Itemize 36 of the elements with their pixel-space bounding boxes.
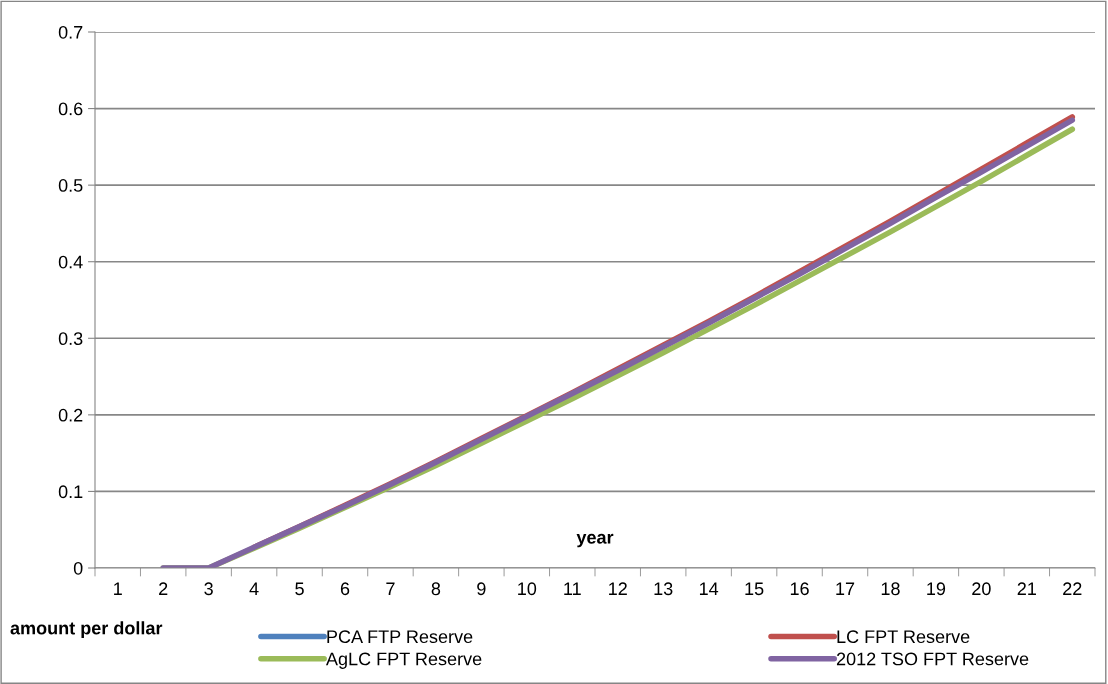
x-tick-label: 11 (564, 582, 581, 595)
y-tick-label: 0.4 (58, 255, 83, 269)
x-tick-label: 13 (654, 582, 673, 596)
x-tick-label: 18 (881, 582, 900, 596)
x-tick-label: 12 (609, 582, 627, 595)
legend-label: AgLC FPT Reserve (325, 652, 482, 669)
y-tick-label: 0.6 (58, 102, 83, 116)
x-tick-label: 9 (477, 582, 486, 596)
y-axis-title: amount per dollar (10, 621, 163, 639)
x-tick-label: 1 (114, 582, 122, 595)
y-tick-label: 0.7 (58, 25, 83, 39)
legend-label: PCA FTP Reserve (327, 630, 473, 644)
y-tick-label: 0.5 (58, 179, 83, 192)
x-tick-label: 4 (249, 582, 259, 595)
y-tick-label: 0.1 (58, 485, 83, 499)
x-tick-label: 19 (927, 582, 946, 596)
x-tick-label: 21 (1017, 582, 1036, 595)
x-tick-label: 5 (295, 582, 304, 596)
y-tick-label: 0.3 (58, 332, 83, 346)
x-tick-label: 16 (790, 582, 809, 596)
legend-label: 2012 TSO FPT Reserve (836, 652, 1029, 666)
x-tick-label: 22 (1063, 582, 1082, 595)
x-tick-label: 20 (972, 582, 991, 596)
x-tick-label: 15 (745, 582, 764, 596)
x-tick-label: 2 (159, 582, 168, 595)
x-tick-label: 10 (518, 582, 537, 596)
x-tick-label: 17 (836, 582, 855, 595)
y-tick-label: 0.2 (58, 408, 83, 422)
y-tick-label: 0 (73, 561, 83, 575)
x-tick-label: 3 (204, 582, 213, 596)
x-tick-label: 7 (386, 582, 395, 595)
x-tick-label: 6 (340, 582, 350, 596)
x-axis-title: year (576, 533, 614, 548)
x-tick-label: 8 (431, 582, 441, 596)
x-tick-label: 14 (699, 582, 719, 595)
legend-label: LC FPT Reserve (837, 630, 970, 644)
